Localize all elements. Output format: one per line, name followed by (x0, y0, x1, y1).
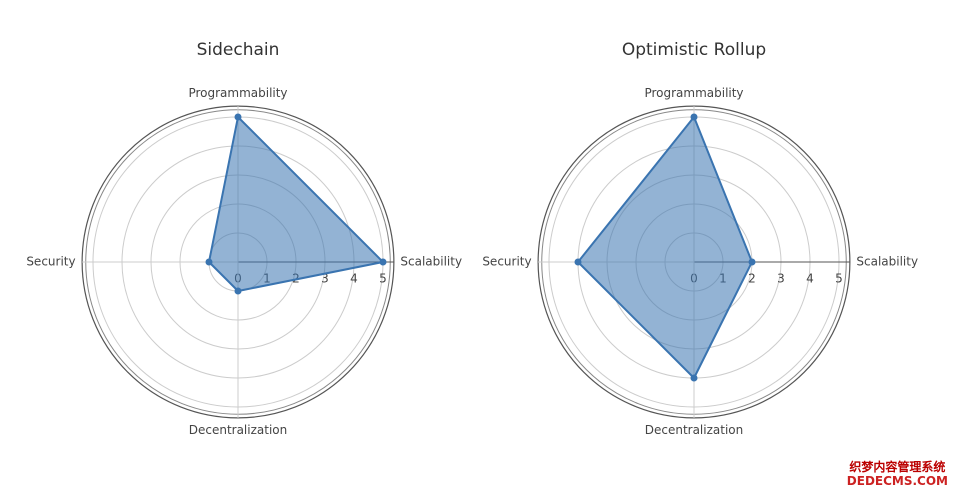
category-label: Programmability (188, 86, 287, 100)
r-tick-label: 5 (835, 272, 843, 286)
chart-title: Sidechain (197, 40, 280, 60)
radar-point (205, 258, 213, 266)
radar-point (690, 374, 698, 382)
radar-point (574, 258, 582, 266)
watermark-line2: DEDECMS.COM (846, 474, 948, 488)
r-tick-label: 5 (379, 272, 387, 286)
radar-area (576, 115, 754, 380)
r-tick-label: 4 (806, 272, 814, 286)
radar-point (234, 287, 242, 295)
radar-point (379, 258, 387, 266)
r-tick-label: 3 (777, 272, 785, 286)
category-label: Security (482, 255, 531, 269)
category-label: Security (26, 255, 75, 269)
radar-point (234, 113, 242, 121)
category-label: Decentralization (645, 423, 744, 437)
r-tick-label: 3 (321, 272, 329, 286)
watermark: 织梦内容管理系统 DEDECMS.COM (847, 460, 948, 488)
r-tick-label: 4 (350, 272, 358, 286)
radar-area (207, 114, 386, 293)
chart-title: Optimistic Rollup (622, 40, 766, 60)
r-tick-label: 2 (748, 272, 756, 286)
category-label: Scalability (856, 255, 918, 269)
category-label: Scalability (400, 255, 462, 269)
category-label: Decentralization (189, 423, 288, 437)
watermark-line1: 织梦内容管理系统 (849, 460, 946, 474)
radar-point (690, 113, 698, 121)
radar-point (748, 258, 756, 266)
category-label: Programmability (644, 86, 743, 100)
